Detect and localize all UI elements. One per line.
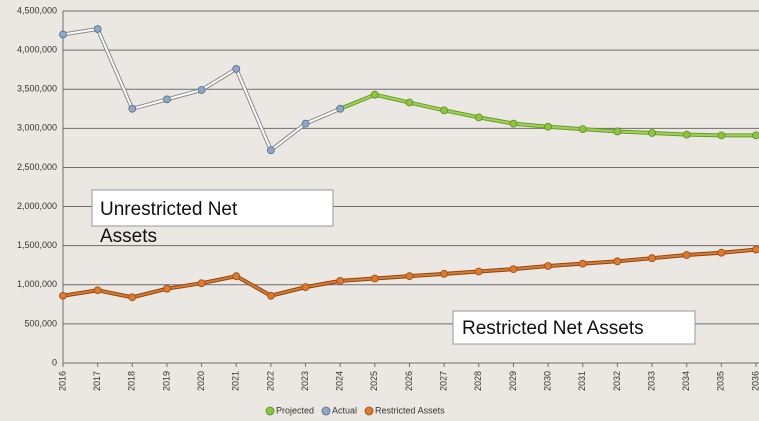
point-marker bbox=[370, 274, 379, 283]
x-tick-label: 2033 bbox=[646, 371, 656, 391]
y-tick-label: 0 bbox=[52, 357, 57, 367]
x-tick-label: 2023 bbox=[300, 371, 310, 391]
x-tick-label: 2034 bbox=[681, 371, 691, 391]
annotation-box bbox=[452, 310, 696, 345]
y-tick-label: 1,000,000 bbox=[17, 279, 57, 289]
y-tick-label: 500,000 bbox=[24, 318, 57, 328]
point-marker bbox=[336, 276, 345, 285]
x-tick-label: 2036 bbox=[750, 371, 759, 391]
point-marker bbox=[578, 125, 587, 134]
point-marker bbox=[717, 248, 726, 257]
y-tick-label: 2,500,000 bbox=[17, 162, 57, 172]
point-marker bbox=[717, 131, 726, 140]
point-marker bbox=[405, 98, 414, 107]
point-marker bbox=[128, 293, 137, 302]
y-tick-label: 3,500,000 bbox=[17, 84, 57, 94]
point-marker bbox=[266, 146, 275, 155]
x-tick-label: 2019 bbox=[161, 371, 171, 391]
point-marker bbox=[301, 119, 310, 128]
point-marker bbox=[509, 265, 518, 274]
y-tick-label: 1,500,000 bbox=[17, 240, 57, 250]
legend-label: Restricted Assets bbox=[375, 405, 445, 415]
point-marker bbox=[648, 129, 656, 137]
point-marker bbox=[752, 131, 759, 140]
point-marker bbox=[370, 90, 379, 99]
x-tick-label: 2025 bbox=[369, 371, 379, 391]
point-marker bbox=[474, 267, 483, 276]
annotation-line: Unrestricted Net bbox=[100, 199, 238, 220]
legend-marker bbox=[321, 406, 331, 416]
x-tick-label: 2024 bbox=[335, 371, 345, 391]
point-marker bbox=[301, 283, 310, 292]
point-marker bbox=[509, 119, 518, 128]
legend-label: Projected bbox=[276, 405, 314, 415]
point-marker bbox=[163, 95, 171, 104]
point-marker bbox=[613, 127, 622, 136]
annotation: Restricted Net Assets bbox=[462, 318, 644, 339]
x-tick-label: 2026 bbox=[404, 371, 414, 391]
point-marker bbox=[266, 291, 275, 300]
point-marker bbox=[59, 291, 67, 300]
y-tick-label: 4,500,000 bbox=[17, 5, 57, 15]
point-marker bbox=[59, 30, 67, 39]
point-marker bbox=[93, 286, 102, 295]
point-marker bbox=[197, 86, 206, 94]
point-marker bbox=[682, 130, 691, 139]
y-tick-label: 4,000,000 bbox=[17, 44, 57, 54]
x-tick-label: 2031 bbox=[577, 371, 587, 391]
point-marker bbox=[648, 254, 656, 263]
point-marker bbox=[474, 113, 483, 122]
point-marker bbox=[232, 64, 241, 73]
point-marker bbox=[336, 104, 345, 113]
legend-label: Actual bbox=[332, 405, 357, 415]
x-tick-label: 2020 bbox=[196, 371, 206, 391]
x-tick-label: 2030 bbox=[542, 371, 552, 391]
x-tick-label: 2022 bbox=[265, 371, 275, 391]
point-marker bbox=[128, 104, 137, 113]
x-tick-label: 2016 bbox=[57, 371, 67, 391]
point-marker bbox=[544, 122, 552, 131]
legend-marker bbox=[265, 406, 275, 416]
point-marker bbox=[93, 25, 102, 33]
legend-marker bbox=[364, 406, 374, 416]
point-marker bbox=[752, 245, 759, 254]
x-tick-label: 2021 bbox=[231, 371, 241, 391]
point-marker bbox=[440, 106, 449, 115]
point-marker bbox=[613, 257, 622, 266]
y-tick-label: 2,000,000 bbox=[17, 201, 57, 211]
annotation-box bbox=[91, 189, 334, 227]
point-marker bbox=[544, 262, 552, 270]
point-marker bbox=[197, 279, 206, 288]
point-marker bbox=[163, 284, 171, 293]
point-marker bbox=[578, 259, 587, 268]
annotation-line: Assets bbox=[100, 226, 157, 247]
point-marker bbox=[682, 251, 691, 259]
point-marker bbox=[232, 272, 241, 281]
x-tick-label: 2018 bbox=[127, 371, 137, 391]
y-tick-label: 3,000,000 bbox=[17, 123, 57, 133]
x-tick-label: 2035 bbox=[716, 371, 726, 391]
annotation: Unrestricted Net Assets bbox=[100, 199, 238, 247]
x-tick-label: 2027 bbox=[439, 371, 449, 391]
x-tick-label: 2028 bbox=[473, 371, 483, 391]
x-tick-label: 2017 bbox=[92, 371, 102, 391]
x-tick-label: 2029 bbox=[508, 371, 518, 391]
point-marker bbox=[440, 269, 449, 278]
point-marker bbox=[405, 272, 414, 281]
x-tick-label: 2032 bbox=[612, 371, 622, 391]
